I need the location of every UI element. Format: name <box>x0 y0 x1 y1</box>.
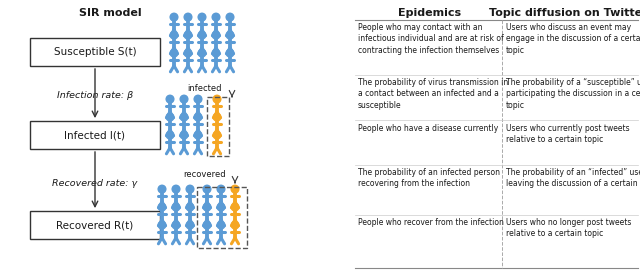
Circle shape <box>226 13 234 21</box>
Circle shape <box>180 95 188 103</box>
Text: The probability of a “susceptible” user
participating the discussion in a certai: The probability of a “susceptible” user … <box>506 78 640 110</box>
Text: recovered: recovered <box>184 170 227 179</box>
Circle shape <box>158 185 166 193</box>
Text: Users who no longer post tweets
relative to a certain topic: Users who no longer post tweets relative… <box>506 218 632 238</box>
Circle shape <box>212 49 220 57</box>
Circle shape <box>231 185 239 193</box>
Circle shape <box>158 203 166 211</box>
Bar <box>30 121 160 149</box>
Circle shape <box>166 95 174 103</box>
Circle shape <box>213 95 221 103</box>
Circle shape <box>170 49 178 57</box>
Circle shape <box>184 13 192 21</box>
Circle shape <box>226 31 234 39</box>
Circle shape <box>186 185 194 193</box>
Circle shape <box>180 113 188 121</box>
Bar <box>30 38 160 66</box>
Circle shape <box>231 221 239 229</box>
Circle shape <box>217 221 225 229</box>
Circle shape <box>186 203 194 211</box>
Text: The probability of virus transmission in
a contact between an infected and a
sus: The probability of virus transmission in… <box>358 78 508 110</box>
Circle shape <box>194 131 202 139</box>
Circle shape <box>203 185 211 193</box>
Circle shape <box>203 203 211 211</box>
Circle shape <box>198 49 206 57</box>
Text: Infected I(t): Infected I(t) <box>65 130 125 140</box>
Circle shape <box>172 185 180 193</box>
Text: Users who discuss an event may
engage in the discussion of a certain
topic: Users who discuss an event may engage in… <box>506 23 640 55</box>
Bar <box>197 187 247 248</box>
Circle shape <box>212 31 220 39</box>
Circle shape <box>170 13 178 21</box>
Circle shape <box>217 185 225 193</box>
Circle shape <box>213 113 221 121</box>
Circle shape <box>226 49 234 57</box>
Circle shape <box>203 221 211 229</box>
Text: Recovered rate: γ: Recovered rate: γ <box>52 178 138 188</box>
Circle shape <box>172 203 180 211</box>
Text: The probability of an “infected” user
leaving the discussion of a certain topic: The probability of an “infected” user le… <box>506 168 640 188</box>
Circle shape <box>172 221 180 229</box>
Circle shape <box>180 131 188 139</box>
Circle shape <box>166 113 174 121</box>
Circle shape <box>217 203 225 211</box>
Circle shape <box>166 131 174 139</box>
Circle shape <box>213 131 221 139</box>
Circle shape <box>186 221 194 229</box>
Text: Epidemics: Epidemics <box>399 8 461 18</box>
Circle shape <box>184 31 192 39</box>
Text: SIR model: SIR model <box>79 8 141 18</box>
Circle shape <box>198 31 206 39</box>
Circle shape <box>184 49 192 57</box>
Text: Recovered R(t): Recovered R(t) <box>56 220 134 230</box>
Text: People who may contact with an
infectious individual and are at risk of
contract: People who may contact with an infectiou… <box>358 23 504 55</box>
Circle shape <box>158 221 166 229</box>
Circle shape <box>198 13 206 21</box>
Circle shape <box>231 203 239 211</box>
Text: The probability of an infected person
recovering from the infection: The probability of an infected person re… <box>358 168 500 188</box>
Text: People who recover from the infection: People who recover from the infection <box>358 218 504 227</box>
Text: Susceptible S(t): Susceptible S(t) <box>54 47 136 57</box>
Circle shape <box>170 31 178 39</box>
Bar <box>207 97 229 156</box>
Circle shape <box>194 113 202 121</box>
Text: infected: infected <box>188 84 222 93</box>
Text: Topic diffusion on Twitter: Topic diffusion on Twitter <box>489 8 640 18</box>
Circle shape <box>212 13 220 21</box>
Text: Infection rate: β: Infection rate: β <box>57 92 133 100</box>
Text: People who have a disease currently: People who have a disease currently <box>358 124 499 133</box>
Circle shape <box>194 95 202 103</box>
Text: Users who currently post tweets
relative to a certain topic: Users who currently post tweets relative… <box>506 124 630 144</box>
Bar <box>30 211 160 239</box>
